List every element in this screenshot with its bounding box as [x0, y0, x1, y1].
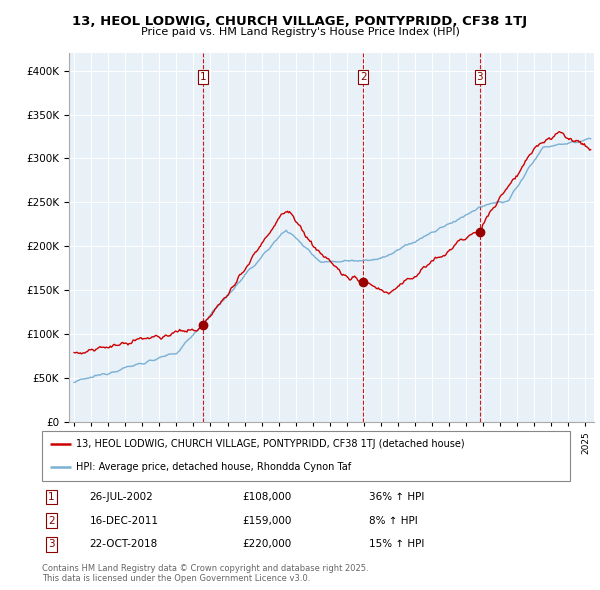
Text: Price paid vs. HM Land Registry's House Price Index (HPI): Price paid vs. HM Land Registry's House …	[140, 27, 460, 37]
Text: 36% ↑ HPI: 36% ↑ HPI	[370, 492, 425, 502]
Text: 3: 3	[476, 72, 483, 82]
Text: 8% ↑ HPI: 8% ↑ HPI	[370, 516, 418, 526]
Text: 2: 2	[48, 516, 55, 526]
Text: 1: 1	[200, 72, 206, 82]
Text: 22-OCT-2018: 22-OCT-2018	[89, 539, 158, 549]
Text: 1: 1	[48, 492, 55, 502]
Text: £220,000: £220,000	[242, 539, 292, 549]
Text: £159,000: £159,000	[242, 516, 292, 526]
Text: HPI: Average price, detached house, Rhondda Cynon Taf: HPI: Average price, detached house, Rhon…	[76, 463, 352, 473]
Text: 15% ↑ HPI: 15% ↑ HPI	[370, 539, 425, 549]
Text: 26-JUL-2002: 26-JUL-2002	[89, 492, 153, 502]
Text: £108,000: £108,000	[242, 492, 292, 502]
Text: 13, HEOL LODWIG, CHURCH VILLAGE, PONTYPRIDD, CF38 1TJ: 13, HEOL LODWIG, CHURCH VILLAGE, PONTYPR…	[73, 15, 527, 28]
Text: Contains HM Land Registry data © Crown copyright and database right 2025.
This d: Contains HM Land Registry data © Crown c…	[42, 563, 368, 583]
Text: 16-DEC-2011: 16-DEC-2011	[89, 516, 158, 526]
Text: 3: 3	[48, 539, 55, 549]
Text: 13, HEOL LODWIG, CHURCH VILLAGE, PONTYPRIDD, CF38 1TJ (detached house): 13, HEOL LODWIG, CHURCH VILLAGE, PONTYPR…	[76, 439, 465, 449]
Text: 2: 2	[360, 72, 367, 82]
